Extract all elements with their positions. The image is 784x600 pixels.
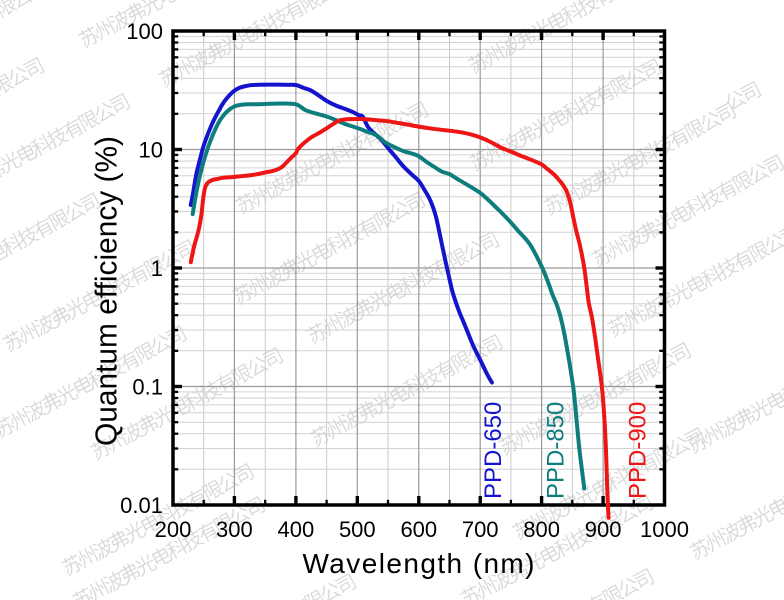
svg-text:200: 200 [155,517,192,542]
svg-text:Quantum efficiency (%): Quantum efficiency (%) [89,136,124,446]
svg-text:700: 700 [462,517,499,542]
svg-text:1: 1 [151,256,163,281]
svg-text:300: 300 [216,517,253,542]
svg-text:800: 800 [523,517,560,542]
svg-text:500: 500 [339,517,376,542]
svg-text:0.01: 0.01 [120,493,163,518]
svg-text:PPD-850: PPD-850 [543,402,570,499]
svg-text:1000: 1000 [640,517,689,542]
svg-text:PPD-650: PPD-650 [480,402,507,499]
svg-text:10: 10 [139,138,163,163]
svg-text:PPD-900: PPD-900 [625,402,652,499]
svg-text:600: 600 [400,517,437,542]
svg-text:Wavelength (nm): Wavelength (nm) [303,548,535,579]
svg-text:400: 400 [278,517,315,542]
svg-text:0.1: 0.1 [132,375,163,400]
svg-text:900: 900 [585,517,622,542]
svg-text:100: 100 [126,19,163,44]
